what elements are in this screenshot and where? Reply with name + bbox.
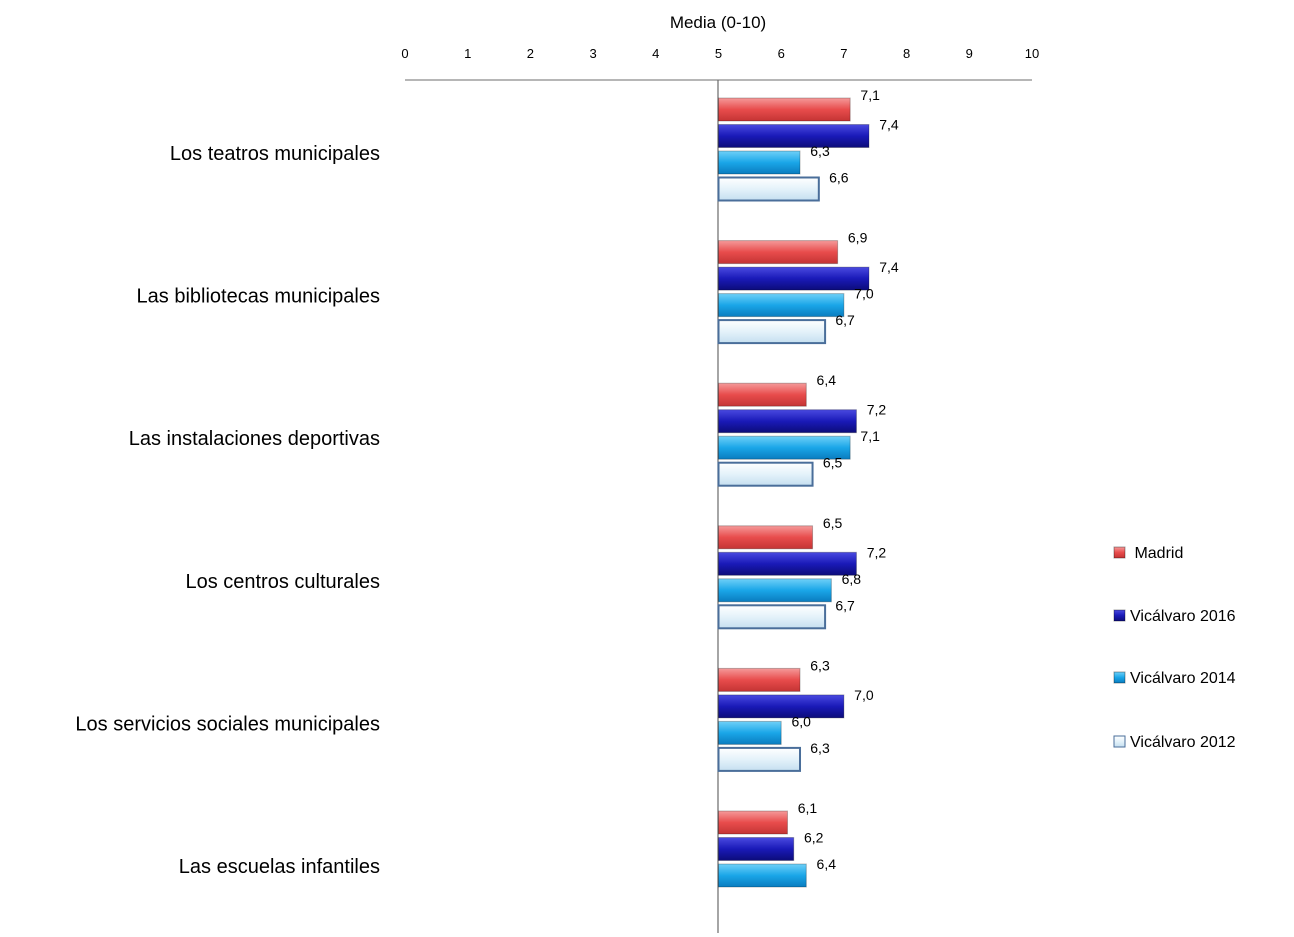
- category-label: Las bibliotecas municipales: [137, 286, 380, 308]
- category-label: Los centros culturales: [185, 571, 380, 593]
- legend-swatch: [1113, 609, 1126, 622]
- legend-swatch: [1113, 735, 1126, 748]
- bar: [717, 746, 802, 772]
- legend-label: Vicálvaro 2012: [1130, 734, 1236, 751]
- bar: [717, 461, 814, 487]
- bar: [718, 525, 814, 550]
- bar: [718, 863, 807, 888]
- category-label: Las instalaciones deportivas: [129, 428, 380, 450]
- bar: [717, 319, 827, 345]
- x-tick-label: 5: [715, 46, 722, 61]
- legend-label: Madrid: [1130, 545, 1183, 562]
- x-tick-label: 4: [652, 46, 659, 61]
- value-label: 7,4: [879, 259, 899, 275]
- legend-label: Vicálvaro 2014: [1130, 670, 1236, 687]
- bar: [718, 837, 795, 861]
- value-label: 6,8: [842, 571, 862, 587]
- x-axis-ticks: 0 1 2 3 4 5 6 7 8 9 10: [401, 46, 1039, 61]
- value-label: 7,1: [860, 428, 880, 444]
- category-label: Las escuelas infantiles: [179, 856, 380, 878]
- bar: [718, 266, 870, 291]
- value-label: 6,3: [810, 740, 830, 756]
- value-label: 6,1: [798, 800, 818, 816]
- bar: [718, 551, 857, 576]
- x-tick-label: 2: [527, 46, 534, 61]
- category-label: Los teatros municipales: [170, 143, 380, 165]
- value-label: 6,9: [848, 230, 868, 246]
- value-label: 7,2: [867, 544, 887, 560]
- legend: Madrid Vicálvaro 2016 Vicálvaro 2014 Vicálv…: [1113, 545, 1236, 751]
- bar: [718, 150, 801, 175]
- value-label: 6,5: [823, 515, 843, 531]
- value-label: 7,0: [854, 687, 874, 703]
- value-label: 6,5: [823, 455, 843, 471]
- x-tick-label: 8: [903, 46, 910, 61]
- x-tick-label: 10: [1025, 46, 1039, 61]
- x-tick-label: 9: [966, 46, 973, 61]
- legend-label: Vicálvaro 2016: [1130, 608, 1236, 625]
- bar: [718, 382, 807, 407]
- bar: [718, 435, 851, 460]
- value-label: 6,2: [804, 830, 824, 846]
- category-labels: Los teatros municipales Las bibliotecas m…: [75, 143, 380, 878]
- value-label: 6,3: [810, 143, 830, 159]
- bars: [717, 97, 870, 888]
- value-label: 6,3: [810, 657, 830, 673]
- x-tick-label: 3: [589, 46, 596, 61]
- bar: [718, 240, 839, 265]
- value-label: 7,2: [867, 402, 887, 418]
- bar: [718, 810, 788, 835]
- legend-swatch: [1113, 671, 1126, 684]
- bar: [717, 604, 827, 630]
- bar: [718, 409, 857, 434]
- bar: [718, 720, 782, 745]
- x-axis-title: Media (0-10): [670, 13, 766, 32]
- x-tick-label: 1: [464, 46, 471, 61]
- x-tick-label: 6: [778, 46, 785, 61]
- value-label: 6,0: [791, 713, 811, 729]
- value-label: 6,6: [829, 170, 849, 186]
- bar: [717, 176, 820, 202]
- category-label: Los servicios sociales municipales: [75, 713, 380, 735]
- bar: [718, 667, 801, 692]
- bar: [718, 694, 845, 719]
- legend-swatch: [1113, 546, 1126, 559]
- value-label: 6,4: [817, 372, 837, 388]
- value-label: 7,0: [854, 286, 874, 302]
- bar: [718, 124, 870, 148]
- value-label: 6,7: [835, 597, 855, 613]
- x-tick-label: 0: [401, 46, 408, 61]
- value-labels: 7,1 7,4 6,3 6,6 6,9 7,4 7,0 6,7 6,4 7,2 7,1 6,5 6,5 7…: [791, 87, 898, 872]
- value-label: 6,7: [835, 312, 855, 328]
- value-label: 6,4: [817, 856, 837, 872]
- value-label: 7,4: [879, 117, 899, 133]
- x-tick-label: 7: [840, 46, 847, 61]
- value-label: 7,1: [860, 87, 880, 103]
- bar: [718, 293, 845, 318]
- bar: [718, 578, 832, 603]
- bar: [718, 97, 851, 122]
